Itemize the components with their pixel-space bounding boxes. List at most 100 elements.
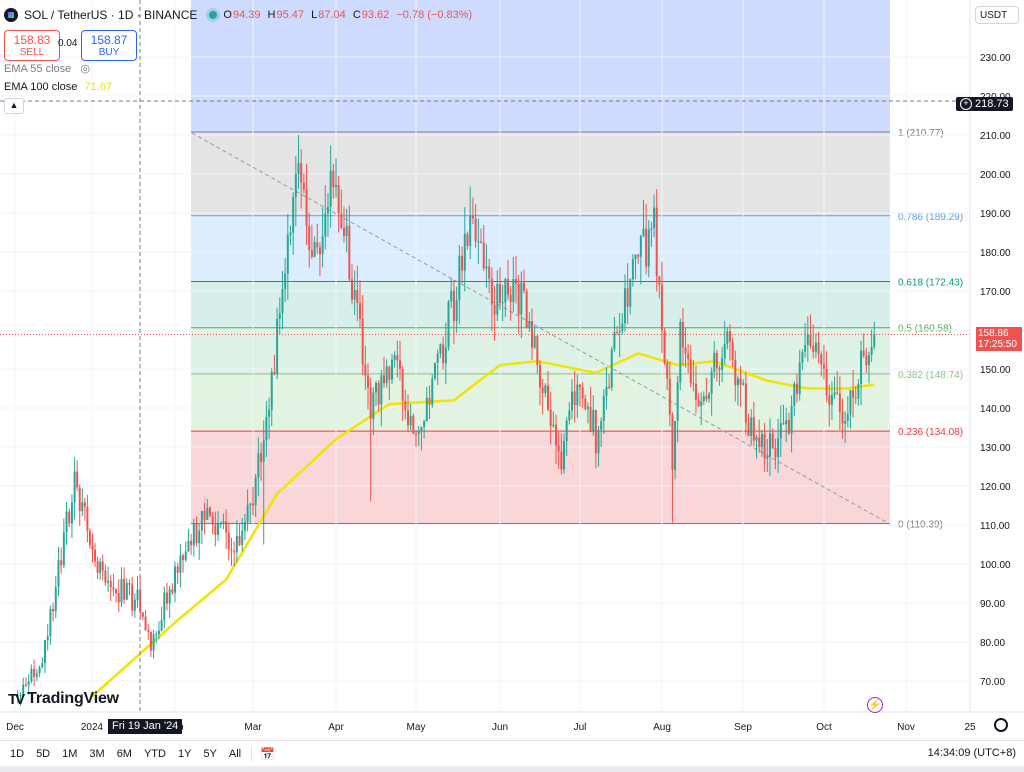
candle-body [458, 255, 461, 301]
ema55-legend[interactable]: EMA 55 close ◎ [4, 62, 90, 75]
candle-body [700, 401, 703, 407]
timeframe-ytd[interactable]: YTD [143, 747, 166, 760]
flash-icon[interactable]: ⚡ [867, 697, 883, 713]
plus-circle-icon[interactable]: + [960, 98, 972, 110]
timeframe-6m[interactable]: 6M [116, 747, 132, 760]
price-axis-tick-label: 110.00 [980, 521, 1010, 532]
live-dot-icon [209, 11, 218, 19]
candle-body [359, 303, 361, 319]
candle-body [736, 378, 739, 386]
candle-body [308, 226, 311, 251]
candle-body [689, 359, 692, 384]
crosshair-price-tag[interactable]: + 218.73 [956, 97, 1013, 111]
calendar-range-icon[interactable]: 📅 [260, 746, 276, 761]
currency-selector[interactable]: USDT [975, 6, 1019, 24]
candle-body [681, 321, 684, 348]
eye-icon[interactable]: ◎ [80, 63, 90, 75]
candle-body [136, 589, 139, 600]
spread-value: 0.04 [58, 38, 78, 49]
ohlc-values: O94.39 H95.47 L87.04 C93.62 −0.78 (−0.83… [223, 9, 476, 21]
candle-body [525, 290, 528, 328]
candle-body [60, 560, 63, 566]
time-axis-tick-label: Dec [6, 722, 24, 733]
candle-body [634, 254, 637, 260]
candle-body [469, 215, 472, 247]
candle-body [844, 420, 847, 424]
timeframe-1y[interactable]: 1Y [177, 747, 192, 760]
symbol-legend[interactable]: SOL / TetherUS · 1D · BINANCE O94.39 H95… [4, 8, 476, 22]
candle-body [383, 375, 385, 384]
candle-body [147, 630, 150, 632]
sell-button[interactable]: 158.83 SELL [4, 30, 60, 61]
candle-body [536, 336, 539, 366]
fib-band [191, 281, 890, 328]
price-axis-tick-label: 120.00 [980, 482, 1011, 493]
price-axis-background [970, 0, 1024, 740]
ema100-label: EMA 100 close [4, 81, 78, 93]
candle-body [547, 385, 549, 410]
gear-icon[interactable] [994, 718, 1008, 732]
candle-body [563, 441, 565, 470]
candle-body [49, 608, 52, 637]
candle-body [592, 409, 595, 432]
timeframe-5d[interactable]: 5D [36, 747, 51, 760]
tradingview-logo[interactable]: TV TradingView [8, 690, 119, 708]
candle-body [168, 589, 171, 604]
candle-body [211, 516, 214, 525]
candle-body [600, 420, 603, 430]
timeframe-all[interactable]: All [228, 747, 242, 760]
ema100-legend[interactable]: EMA 100 close 71.67 [4, 81, 112, 93]
candle-body [262, 440, 265, 462]
candle-body [91, 544, 94, 550]
fib-band [191, 215, 890, 282]
candle-body [52, 608, 55, 612]
fib-level-label: 0.786 (189.29) [898, 212, 963, 223]
candle-body [676, 382, 679, 422]
candle-body [286, 234, 289, 274]
candle-body [798, 362, 801, 395]
price-axis-tick-label: 230.00 [980, 53, 1011, 64]
candle-body [415, 433, 417, 435]
candle-body [809, 334, 812, 346]
candle-body [639, 236, 642, 257]
candle-body [849, 390, 852, 414]
candle-body [455, 300, 458, 321]
candle-body [705, 396, 708, 400]
candle-body [190, 540, 193, 546]
candle-body [361, 318, 364, 365]
buy-button[interactable]: 158.87 BUY [81, 30, 137, 61]
candle-body [629, 279, 632, 307]
candle-body [160, 620, 163, 631]
clock[interactable]: 14:34:09 (UTC+8) [927, 747, 1016, 759]
candle-body [65, 511, 68, 533]
last-price-value: 158.86 [978, 328, 1009, 340]
chevron-up-icon[interactable]: ▲ [4, 98, 24, 114]
candle-body [731, 341, 734, 360]
timeframe-1m[interactable]: 1M [62, 747, 78, 760]
candle-body [817, 342, 820, 355]
candle-body [385, 366, 388, 384]
candle-body [846, 413, 849, 421]
candle-body [610, 349, 613, 388]
candle-body [485, 266, 488, 269]
candle-body [488, 266, 491, 279]
candle-body [806, 334, 809, 346]
time-axis-tick-label: Nov [897, 722, 915, 733]
candle-body [391, 359, 393, 380]
candle-body [613, 332, 616, 350]
price-chart[interactable]: 1 (210.77) 0.786 (189.29) 0.618 (172.43) 0.… [0, 0, 1024, 740]
crosshair-date-tag: Fri 19 Jan '24 [108, 719, 183, 734]
candle-body [38, 667, 41, 674]
candle-body [364, 364, 367, 376]
candle-body [830, 394, 833, 405]
candle-body [504, 279, 507, 303]
candle-body [62, 532, 65, 566]
candle-body [623, 288, 626, 324]
timeframe-1d[interactable]: 1D [10, 747, 25, 760]
timeframe-5y[interactable]: 5Y [203, 747, 217, 760]
candle-body [512, 279, 515, 302]
candle-body [790, 405, 793, 434]
timeframe-3m[interactable]: 3M [89, 747, 105, 760]
candle-body [22, 684, 25, 696]
candle-body [310, 250, 313, 257]
